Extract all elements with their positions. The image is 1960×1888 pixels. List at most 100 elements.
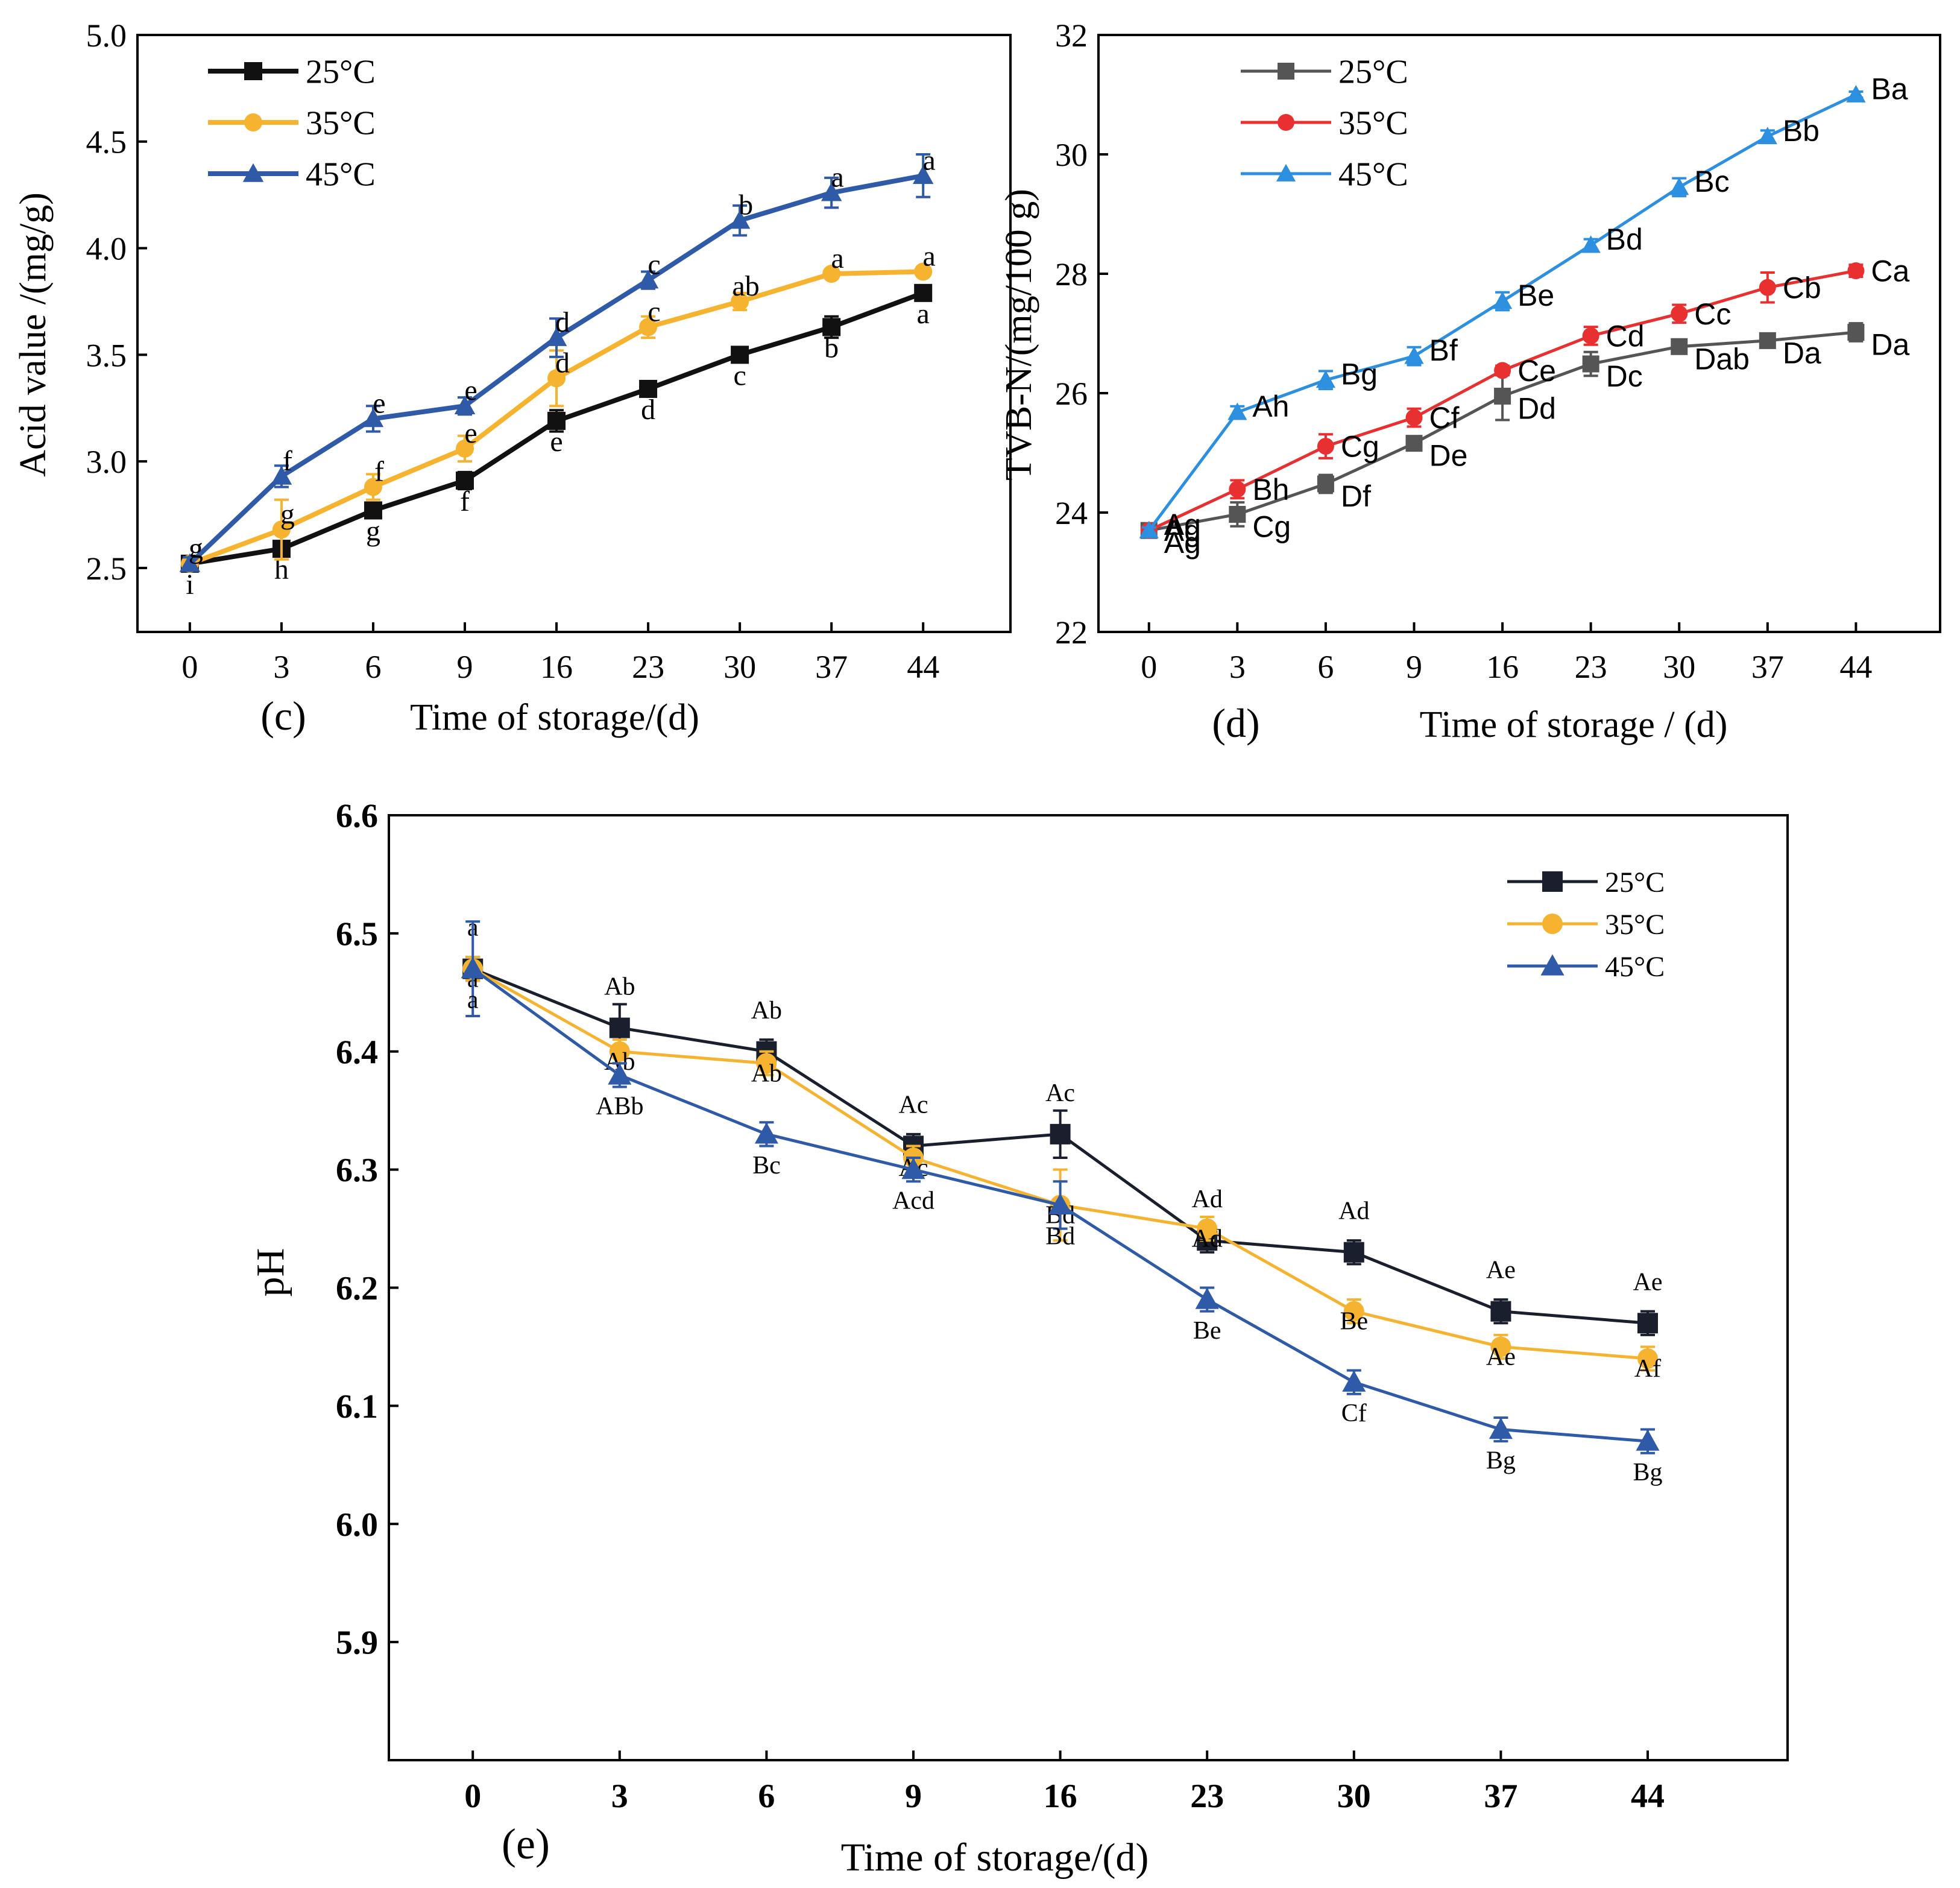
data-label: Dc <box>1606 359 1643 393</box>
data-label: Ad <box>1192 1186 1223 1213</box>
plot-frame <box>1097 34 1941 633</box>
y-tick-label: 24 <box>1055 495 1088 531</box>
y-tick-label: 3.0 <box>86 444 127 480</box>
data-label: d <box>555 306 570 338</box>
data-label: a <box>831 242 844 274</box>
data-label: d <box>641 394 655 426</box>
x-tick-label: 3 <box>273 649 289 685</box>
y-axis-label: TVB-N/(mg/100 g) <box>998 189 1039 481</box>
data-point <box>1490 1301 1511 1322</box>
legend-marker <box>244 62 262 80</box>
data-point <box>1343 1301 1364 1322</box>
data-point <box>1581 235 1601 253</box>
x-axis-label: Time of storage / (d) <box>1420 704 1728 745</box>
data-point <box>1759 279 1776 296</box>
data-point <box>1669 177 1689 195</box>
data-label: Af <box>1634 1355 1661 1383</box>
data-label: c <box>648 295 660 327</box>
data-label: Df <box>1341 479 1371 513</box>
data-point <box>1317 475 1334 493</box>
data-point <box>914 262 933 281</box>
data-point <box>1050 1123 1071 1144</box>
data-label: Ac <box>1045 1079 1075 1107</box>
x-tick-label: 37 <box>1484 1778 1517 1815</box>
data-point <box>456 439 474 458</box>
y-tick-label: 3.5 <box>86 337 127 373</box>
data-label: a <box>923 144 936 176</box>
data-label: Bb <box>1783 114 1820 148</box>
data-label: b <box>824 332 839 364</box>
data-label: e <box>373 387 385 419</box>
x-tick-label: 9 <box>1406 649 1422 685</box>
data-point <box>914 283 933 302</box>
data-point <box>454 395 476 415</box>
data-label: Cb <box>1783 271 1821 305</box>
data-label: Bg <box>1633 1459 1662 1486</box>
y-tick-label: 4.5 <box>86 124 127 160</box>
data-label: Ag <box>1164 526 1201 560</box>
data-point <box>731 346 749 364</box>
legend-label: 25°C <box>1605 867 1665 898</box>
data-label: Ab <box>751 1059 782 1087</box>
legend-label: 45°C <box>1338 156 1408 194</box>
data-point <box>608 1063 632 1085</box>
data-point <box>271 466 292 485</box>
data-label: Bf <box>1429 333 1458 367</box>
y-axis-label: pH <box>248 1248 292 1297</box>
x-tick-label: 16 <box>540 649 573 685</box>
y-tick-label: 26 <box>1055 376 1088 412</box>
data-label: Cd <box>1606 319 1645 353</box>
x-tick-label: 37 <box>1751 649 1784 685</box>
data-point <box>1847 262 1865 280</box>
y-tick-label: 6.6 <box>336 798 378 835</box>
data-point <box>822 318 841 336</box>
y-tick-label: 32 <box>1055 17 1088 54</box>
x-tick-label: 0 <box>181 649 198 685</box>
legend-label: 25°C <box>306 54 376 91</box>
y-tick-label: 5.9 <box>336 1624 378 1662</box>
legend-marker <box>1542 914 1563 934</box>
data-label: Da <box>1783 336 1821 370</box>
data-label: e <box>464 417 477 449</box>
y-tick-label: 5.0 <box>86 17 127 54</box>
x-tick-label: 16 <box>1044 1778 1077 1815</box>
x-tick-label: 23 <box>1190 1778 1224 1815</box>
plot-frame <box>136 34 1012 633</box>
series-line <box>1147 93 1857 532</box>
data-point <box>637 270 659 289</box>
data-point <box>756 1053 777 1074</box>
y-axis-label: Acid value /(mg/g) <box>13 192 54 477</box>
legend-marker <box>1278 63 1294 80</box>
data-label: c <box>648 249 660 281</box>
legend-marker <box>244 113 262 131</box>
x-axis-label: Time of storage/(d) <box>841 1836 1149 1880</box>
data-label: Bh <box>1252 473 1289 507</box>
data-point <box>609 1017 630 1038</box>
data-label: ab <box>732 270 759 302</box>
y-tick-label: 6.0 <box>336 1506 378 1544</box>
data-point <box>1405 409 1423 426</box>
data-label: Cc <box>1694 297 1731 331</box>
legend-label: 45°C <box>1605 951 1665 983</box>
data-point <box>901 1158 925 1179</box>
data-point <box>1342 1370 1366 1392</box>
panel-label: (e) <box>502 1820 550 1868</box>
data-point <box>1759 332 1776 349</box>
data-point <box>1139 520 1159 538</box>
data-label: Ae <box>1486 1343 1516 1371</box>
x-tick-label: 0 <box>1141 649 1157 685</box>
chart-c: 2.5 3.0 3.5 4.0 4.5 5.0 0 3 6 9 16 23 30 37 44 (c) Time … <box>13 17 1012 739</box>
legend: 25°C 35°C 45°C <box>1241 54 1408 194</box>
legend-marker <box>1276 163 1296 182</box>
legend-label: 35°C <box>306 105 376 142</box>
data-point <box>364 478 382 496</box>
data-label: Ae <box>1633 1268 1663 1296</box>
data-point <box>1317 438 1334 455</box>
x-tick-label: 0 <box>464 1778 481 1815</box>
y-tick-label: 4.0 <box>86 230 127 267</box>
y-tick-label: 2.5 <box>86 551 127 587</box>
data-point <box>1195 1287 1219 1309</box>
data-label: g <box>189 532 203 564</box>
